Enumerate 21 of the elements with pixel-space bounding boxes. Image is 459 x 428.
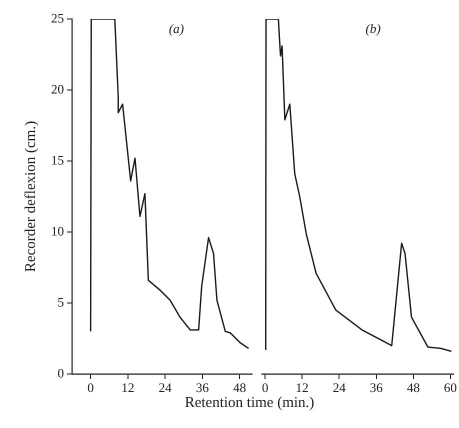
x-tick-label: 24 (332, 380, 346, 396)
y-tick-label: 0 (58, 365, 64, 380)
y-tick-label: 20 (51, 81, 64, 96)
y-tick-label: 5 (58, 294, 64, 310)
y-tick-label: 15 (51, 152, 64, 168)
x-tick-label: 36 (196, 380, 210, 396)
y-tick-label: 25 (51, 10, 64, 26)
x-tick-label: 0 (87, 380, 94, 396)
chart-title: (b) (365, 20, 381, 36)
x-tick-label: 60 (444, 380, 457, 396)
x-tick-label: 12 (296, 380, 309, 396)
x-tick-label: 24 (158, 380, 172, 396)
y-tick-label: 10 (51, 223, 64, 238)
y-axis-title: Recorder deflexion (cm.) (22, 120, 39, 272)
x-tick-label: 36 (370, 380, 384, 396)
x-tick-label: 0 (262, 380, 268, 396)
x-tick-label: 48 (233, 380, 246, 396)
x-tick-label: 12 (121, 380, 134, 396)
chart-title: (a) (168, 20, 184, 36)
x-axis-title: Retention time (min.) (184, 395, 316, 412)
x-tick-label: 48 (406, 380, 420, 396)
